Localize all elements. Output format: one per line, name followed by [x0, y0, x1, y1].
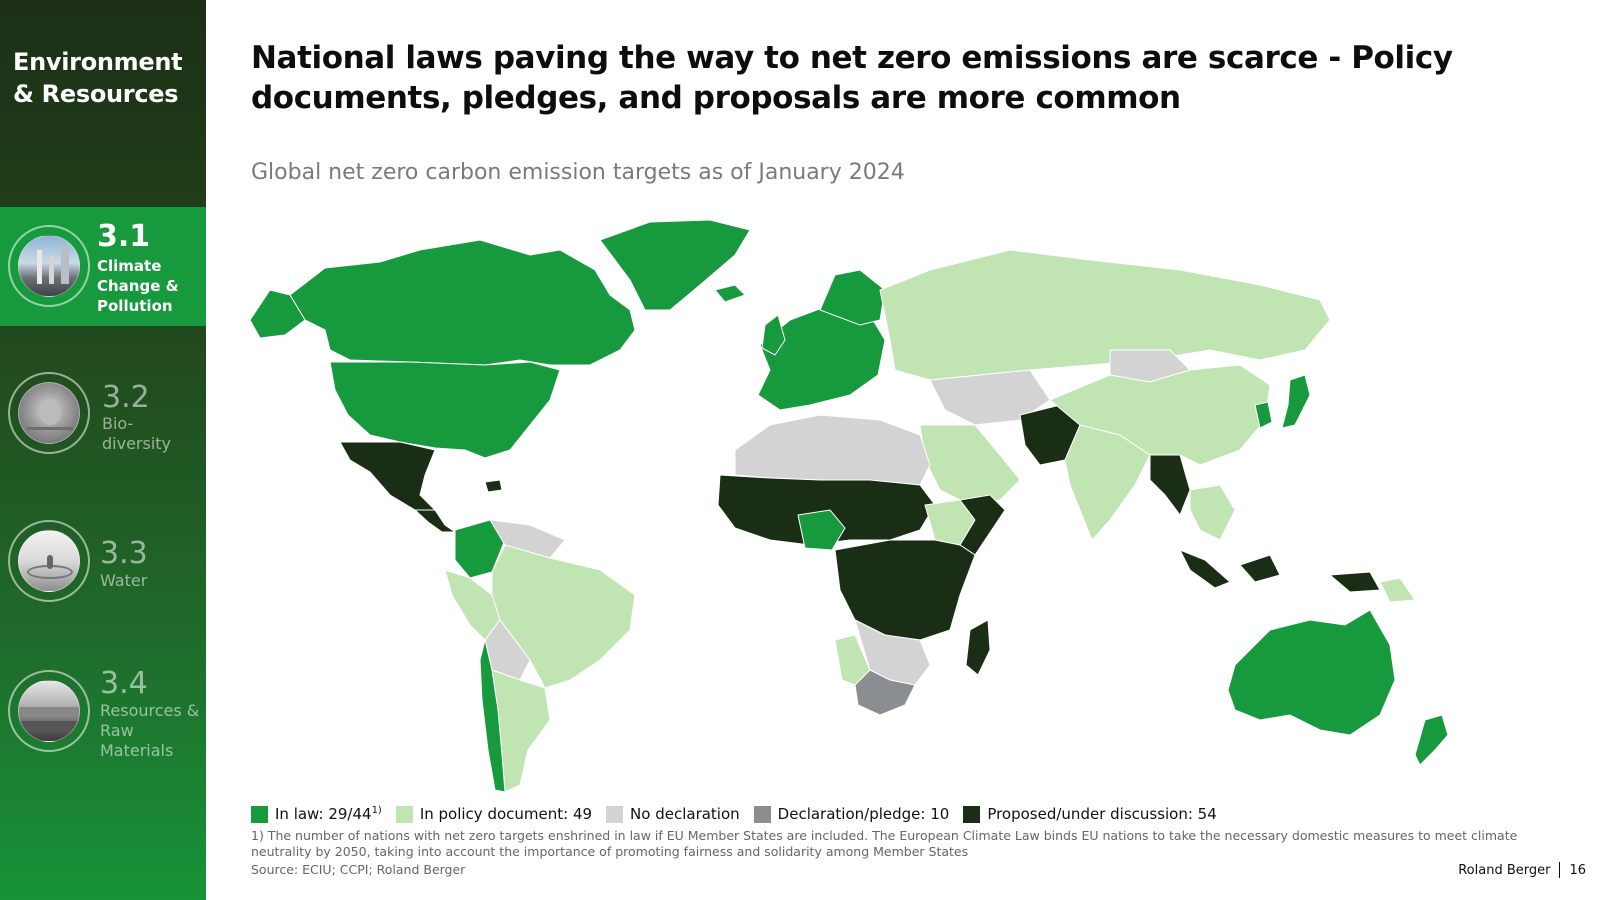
- legend-label: No declaration: [630, 805, 740, 823]
- region-alaska: [249, 289, 306, 339]
- region-central-america: [413, 509, 457, 533]
- map-legend: In law: 29/441) In policy document: 49 N…: [251, 803, 1231, 825]
- region-indonesia: [1178, 549, 1381, 593]
- source-note: Source: ECIU; CCPI; Roland Berger: [251, 862, 466, 877]
- legend-swatch: [395, 805, 413, 823]
- sidebar-item-number: 3.1: [97, 219, 151, 254]
- divider: [1559, 862, 1561, 878]
- sidebar: Environment & Resources 3.1 Climate Chan…: [0, 0, 206, 900]
- legend-item-no-declaration: No declaration: [606, 805, 740, 823]
- sidebar-item-label: Resources & Raw Materials: [100, 701, 200, 760]
- sidebar-item-biodiversity[interactable]: 3.2 Bio-diversity: [0, 366, 206, 466]
- brand-name: Roland Berger: [1458, 862, 1551, 878]
- sidebar-item-number: 3.2: [102, 380, 150, 415]
- water-drop-thumbnail-icon: [8, 520, 90, 602]
- world-map: [249, 219, 1449, 793]
- legend-item-declaration-pledge: Declaration/pledge: 10: [753, 805, 950, 823]
- legend-item-policy-document: In policy document: 49: [395, 805, 593, 823]
- legend-label: In policy document: 49: [419, 805, 593, 823]
- biodiversity-thumbnail-icon: [8, 372, 90, 454]
- page-subtitle: Global net zero carbon emission targets …: [251, 160, 905, 185]
- legend-swatch: [606, 805, 624, 823]
- legend-label: Proposed/under discussion: 54: [987, 805, 1217, 823]
- page-number: 16: [1569, 862, 1586, 878]
- region-australia: [1227, 609, 1396, 736]
- legend-item-in-law: In law: 29/441): [251, 805, 382, 823]
- sidebar-item-climate-change[interactable]: 3.1 Climate Change & Pollution: [0, 207, 206, 326]
- region-north-africa: [734, 414, 931, 486]
- sidebar-item-resources[interactable]: 3.4 Resources & Raw Materials: [0, 668, 206, 768]
- legend-item-proposed: Proposed/under discussion: 54: [963, 805, 1217, 823]
- legend-label: In law: 29/441): [275, 805, 382, 823]
- page-title: National laws paving the way to net zero…: [251, 40, 1453, 116]
- region-canada: [289, 239, 636, 366]
- section-title: Environment & Resources: [13, 48, 183, 108]
- region-myanmar-bangladesh: [1149, 454, 1191, 517]
- region-madagascar: [965, 619, 991, 676]
- legend-swatch: [753, 805, 771, 823]
- region-south-africa: [854, 669, 916, 716]
- region-central-asia: [929, 369, 1051, 426]
- sidebar-item-label: Water: [100, 571, 148, 590]
- region-japan: [1281, 374, 1311, 429]
- sidebar-item-label: Climate Change & Pollution: [97, 257, 179, 315]
- region-papua-new-guinea: [1379, 577, 1416, 603]
- region-sahel-west-africa: [717, 474, 936, 546]
- region-korea: [1254, 401, 1273, 429]
- footer-brand: Roland Berger 16: [1458, 862, 1586, 878]
- region-caribbean: [484, 479, 503, 493]
- legend-label: Declaration/pledge: 10: [777, 805, 950, 823]
- region-greenland: [599, 219, 751, 311]
- resources-thumbnail-icon: [8, 670, 90, 752]
- region-russia: [879, 249, 1331, 381]
- region-middle-east: [919, 424, 1021, 506]
- sidebar-item-label: Bio-diversity: [102, 414, 172, 453]
- climate-thumbnail-icon: [8, 225, 90, 307]
- region-southeast-asia: [1189, 484, 1236, 541]
- sidebar-item-water[interactable]: 3.3 Water: [0, 520, 206, 612]
- region-usa: [329, 361, 561, 459]
- legend-swatch: [251, 805, 268, 823]
- region-iceland: [714, 284, 746, 303]
- region-chile: [479, 639, 506, 793]
- region-nigeria: [797, 509, 846, 551]
- region-china: [1049, 364, 1271, 466]
- footnote: 1) The number of nations with net zero t…: [251, 828, 1518, 859]
- region-central-africa: [834, 539, 976, 641]
- legend-swatch: [963, 805, 981, 823]
- region-venezuela-guianas: [489, 519, 566, 559]
- region-uk: [761, 314, 786, 356]
- sidebar-item-number: 3.4: [100, 666, 148, 701]
- sidebar-item-number: 3.3: [100, 536, 148, 571]
- region-new-zealand: [1414, 714, 1449, 766]
- region-mexico: [339, 441, 437, 511]
